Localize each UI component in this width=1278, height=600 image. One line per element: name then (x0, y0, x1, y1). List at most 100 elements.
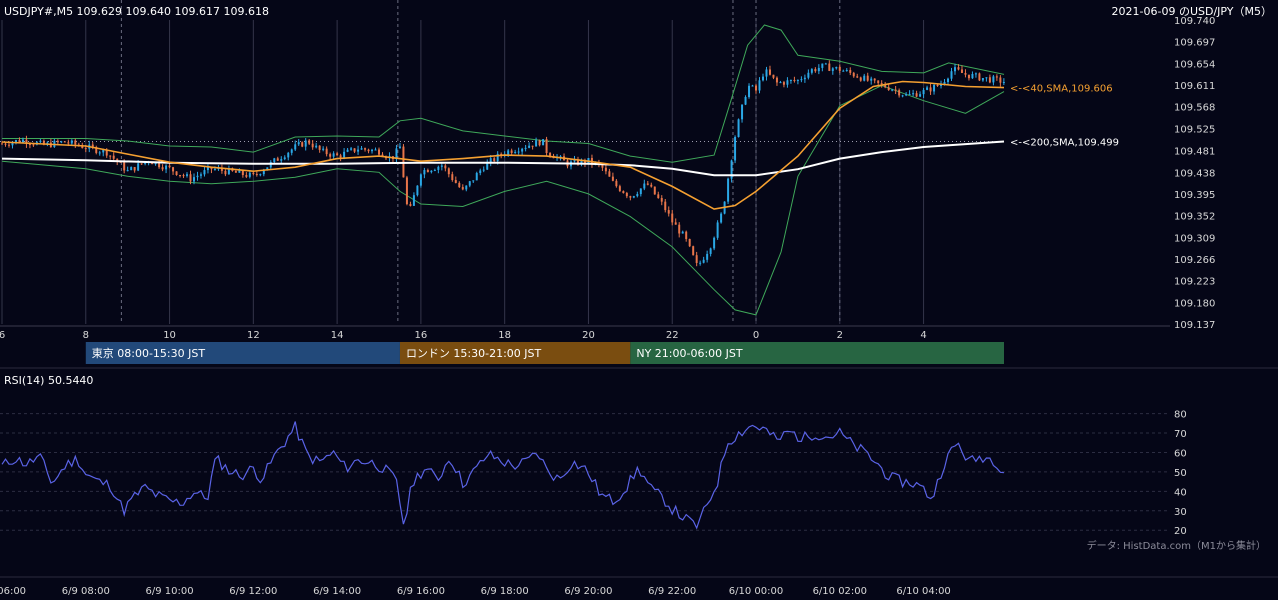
bull-candle (817, 67, 820, 72)
price-y-tick-label: 109.438 (1174, 168, 1215, 179)
price-y-tick-label: 109.611 (1174, 81, 1215, 92)
bear-candle (873, 78, 876, 81)
price-y-tick-label: 109.309 (1174, 233, 1215, 244)
bull-candle (981, 78, 984, 81)
price-x-tick-label: 0 (753, 330, 759, 341)
bear-candle (329, 154, 332, 157)
bear-candle (695, 255, 698, 263)
bear-candle (622, 191, 625, 194)
bear-candle (241, 170, 244, 176)
bull-candle (734, 136, 737, 161)
bear-candle (112, 155, 115, 159)
bull-candle (919, 94, 922, 97)
price-y-tick-label: 109.352 (1174, 212, 1215, 223)
bull-candle (60, 141, 63, 143)
bear-candle (56, 140, 59, 143)
bull-candle (419, 174, 422, 186)
source-note: データ: HistData.com（M1から集計） (1087, 539, 1266, 552)
bear-candle (179, 175, 182, 177)
bull-candle (912, 93, 915, 95)
rsi-x-tick-label: 6/9 12:00 (229, 586, 277, 597)
rsi-x-tick-label: 6/10 02:00 (813, 586, 867, 597)
bull-candle (430, 170, 433, 173)
price-x-tick-label: 20 (582, 330, 595, 341)
bear-candle (685, 231, 688, 240)
rsi-x-tick-label: 6/10 00:00 (729, 586, 783, 597)
bear-candle (84, 148, 87, 150)
bear-candle (245, 175, 248, 177)
rsi-x-tick-label: 6/9 14:00 (313, 586, 361, 597)
bull-candle (831, 68, 834, 71)
bull-candle (273, 158, 276, 162)
bull-candle (632, 196, 635, 198)
bull-candle (472, 180, 475, 182)
bull-candle (395, 148, 398, 160)
bear-candle (880, 83, 883, 85)
bull-candle (636, 194, 639, 197)
bull-candle (702, 259, 705, 263)
bear-candle (426, 170, 429, 173)
bull-candle (706, 253, 709, 260)
price-x-tick-label: 22 (666, 330, 679, 341)
bear-candle (451, 174, 454, 181)
session-bar (630, 342, 1004, 364)
bear-candle (339, 155, 342, 158)
bull-candle (535, 140, 538, 147)
bull-candle (559, 156, 562, 158)
rsi-y-tick-label: 40 (1174, 487, 1187, 498)
bull-candle (227, 168, 230, 175)
bear-candle (755, 85, 758, 91)
price-x-tick-label: 12 (247, 330, 260, 341)
bull-candle (507, 150, 510, 155)
bull-candle (486, 162, 489, 170)
bear-candle (109, 155, 112, 157)
bear-candle (625, 193, 628, 197)
bear-candle (884, 84, 887, 88)
bull-candle (905, 94, 908, 96)
session-label: ロンドン 15:30-21:00 JST (406, 347, 542, 360)
bull-candle (727, 178, 730, 202)
symbol-ohlc-header: USDJPY#,M5 109.629 109.640 109.617 109.6… (4, 5, 269, 18)
rsi-x-tick-label: 6/9 18:00 (481, 586, 529, 597)
bull-candle (524, 147, 527, 149)
bear-candle (667, 210, 670, 214)
session-bar (85, 342, 400, 364)
bear-candle (140, 163, 143, 165)
bear-candle (964, 72, 967, 75)
session-bar (399, 342, 631, 364)
bull-candle (238, 170, 241, 173)
bull-candle (468, 181, 471, 186)
bull-candle (357, 149, 360, 152)
bull-candle (213, 168, 216, 170)
bull-candle (412, 195, 415, 206)
bull-candle (580, 159, 583, 165)
bull-candle (374, 149, 377, 151)
bear-candle (74, 140, 77, 145)
bear-candle (336, 153, 339, 156)
bull-candle (835, 66, 838, 69)
bull-candle (192, 177, 195, 182)
bear-candle (887, 87, 890, 90)
bear-candle (894, 89, 897, 91)
bull-candle (346, 149, 349, 152)
bear-candle (42, 140, 45, 145)
price-y-tick-label: 109.223 (1174, 277, 1215, 288)
price-y-tick-label: 109.654 (1174, 59, 1215, 70)
sma40-label: <-<40,SMA,109.606 (1010, 84, 1113, 95)
bull-candle (992, 76, 995, 83)
bear-candle (608, 171, 611, 177)
bear-candle (311, 143, 314, 148)
bull-candle (699, 262, 702, 264)
rsi-x-tick-label: 6/9 06:00 (0, 586, 26, 597)
rsi-x-tick-label: 6/9 20:00 (564, 586, 612, 597)
bull-candle (786, 80, 789, 85)
bull-candle (709, 248, 712, 254)
bull-candle (737, 119, 740, 137)
bear-candle (545, 139, 548, 154)
bull-candle (144, 162, 147, 164)
bear-candle (378, 149, 381, 155)
rsi-x-tick-label: 6/9 16:00 (397, 586, 445, 597)
bear-candle (325, 148, 328, 155)
bull-candle (360, 148, 363, 150)
bull-candle (971, 74, 974, 79)
